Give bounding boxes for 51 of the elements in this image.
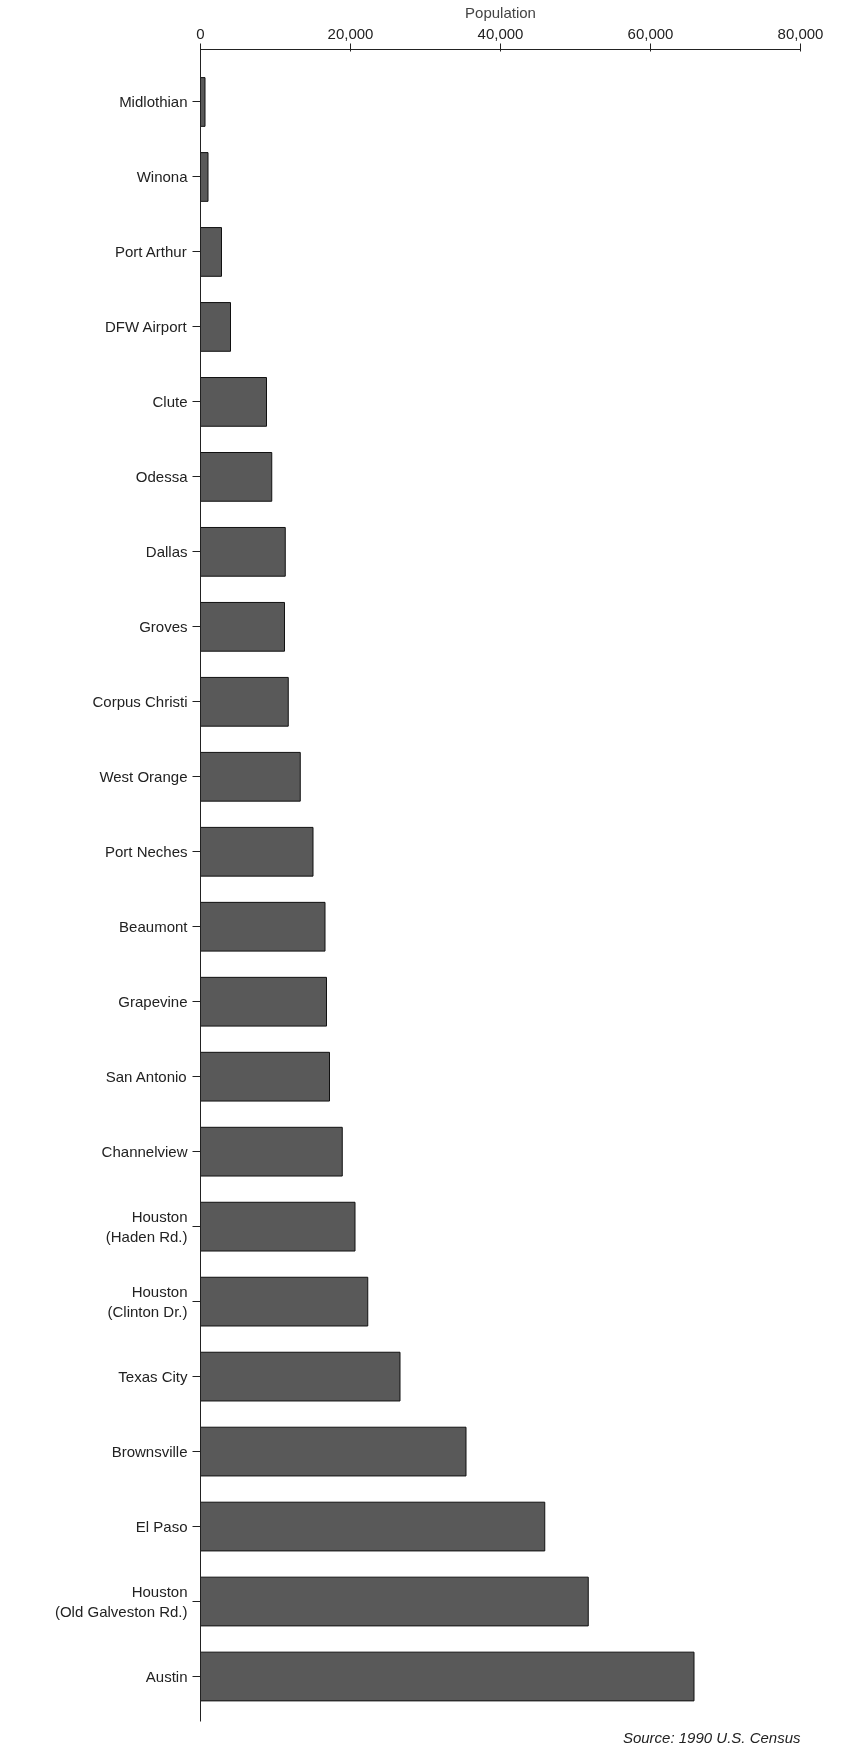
y-tick-label: Beaumont [119,918,189,936]
x-tick-label: 60,000 [627,24,674,42]
bar [200,377,267,427]
bar [200,1426,467,1477]
bar [200,302,231,352]
y-tick-label: Clute [152,393,188,411]
y-tick-label: Winona [136,168,189,186]
y-tick-label: San Antonio [105,1068,187,1086]
bar [200,976,327,1027]
bar [200,77,206,127]
y-tick-label: Houston (Haden Rd.) [105,1207,188,1246]
y-tick-label: Corpus Christi [92,693,188,711]
source-note: Source: 1990 U.S. Census [622,1728,801,1746]
x-tick-label: 80,000 [777,24,824,42]
y-tick-label: Port Neches [104,843,188,861]
y-tick-label: Dallas [145,543,188,561]
bar [200,227,222,277]
x-tick-label: 0 [196,24,205,42]
y-tick-label: Odessa [135,468,189,486]
y-tick-label: Brownsville [111,1443,188,1461]
bar [200,1576,589,1627]
y-tick-label: Groves [139,618,188,636]
x-axis-title: Population [465,3,536,21]
bar [200,601,285,652]
x-tick-label: 40,000 [477,24,524,42]
y-tick-label: Midlothian [119,93,188,111]
y-tick-label: Port Arthur [114,243,187,261]
bar [200,1651,695,1702]
bar [200,901,326,952]
bar [200,152,209,202]
bar [200,452,273,502]
y-tick-label: El Paso [135,1518,188,1536]
bar [200,1051,330,1102]
bar [200,1201,356,1252]
bar [200,1351,401,1402]
y-tick-label: Channelview [101,1143,188,1161]
y-tick-label: West Orange [99,768,188,786]
bar [200,526,286,577]
y-tick-label: Texas City [118,1368,188,1386]
y-tick-label: Houston (Clinton Dr.) [107,1282,188,1321]
x-tick-label: 20,000 [327,24,374,42]
y-tick-label: Houston (Old Galveston Rd.) [54,1582,188,1621]
y-tick-label: Grapevine [118,993,188,1011]
y-tick-label: Austin [145,1668,188,1686]
y-tick-label: DFW Airport [105,318,188,336]
bar [200,751,301,802]
bar [200,1126,343,1177]
bar [200,676,289,727]
bar [200,1501,546,1552]
bar [200,826,314,877]
bar [200,1276,369,1327]
